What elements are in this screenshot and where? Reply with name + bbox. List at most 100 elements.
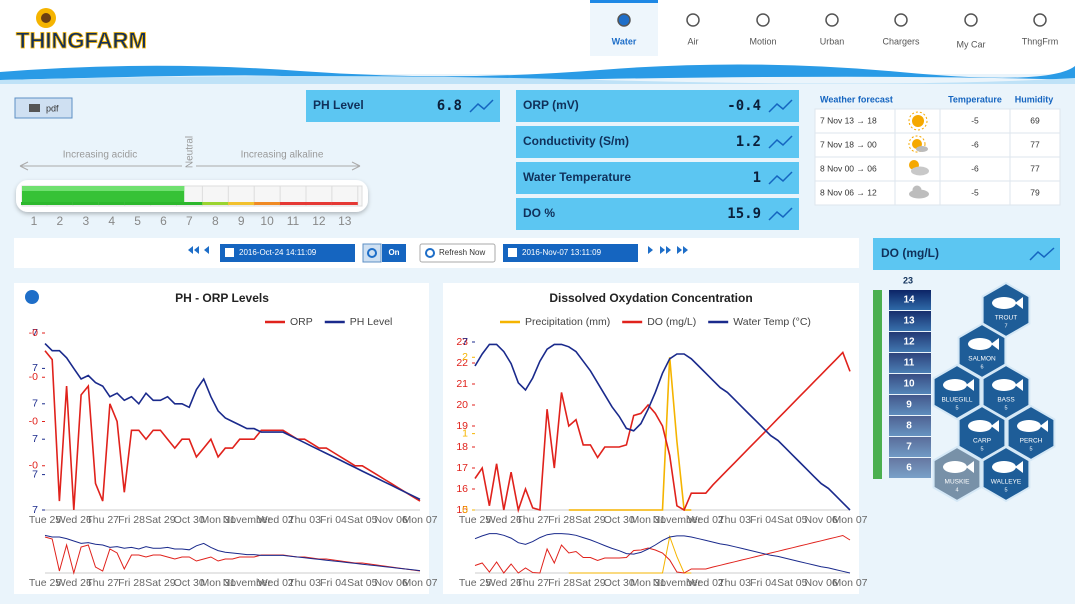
y-tick-label: 16 (456, 483, 468, 495)
prev-buttons[interactable] (188, 246, 209, 254)
nav-item[interactable]: My Car (957, 13, 986, 49)
toggle-bg (382, 244, 406, 262)
fish-tail (1015, 297, 1023, 309)
x-tick-label: Wed 26 (486, 577, 522, 589)
x-tick-label: Thu 03 (718, 577, 751, 589)
fish-value: 5 (955, 405, 958, 411)
chart-icon[interactable] (768, 135, 793, 149)
sun-rays (908, 135, 926, 153)
alkaline-arrow (196, 161, 361, 171)
logo[interactable]: THINGFARM (16, 8, 147, 53)
do-level-label: 12 (903, 337, 915, 348)
weather-humidity: 77 (1030, 163, 1040, 173)
y-tick-label: 7 (32, 398, 38, 410)
cloud-icon (912, 185, 922, 195)
nav-item[interactable]: Urban (820, 13, 845, 46)
x-tick-label: Tue 25 (459, 514, 491, 526)
gauge-color-strip (228, 202, 255, 205)
metric-bg (516, 126, 799, 158)
nav-label: ThngFrm (1022, 36, 1059, 46)
nav-label: Motion (749, 36, 776, 46)
series-line (474, 351, 851, 514)
legend-label: ORP (290, 316, 313, 328)
x-tick-label: Thu 03 (288, 514, 321, 526)
do-level-cell (889, 458, 931, 478)
fish-icon (943, 461, 967, 473)
do-level-label: 6 (906, 463, 912, 474)
acidic-label: Increasing acidic (63, 150, 137, 161)
printer-icon (29, 104, 40, 112)
pdf-button[interactable]: pdf (14, 97, 73, 119)
chart-icon[interactable] (469, 99, 494, 113)
x-tick-label: Tue 25 (29, 577, 61, 589)
do-level-label: 8 (906, 421, 912, 432)
gauge-tick-label: 5 (134, 214, 141, 228)
weather-header: Weather forecast (820, 94, 893, 104)
nav-active-bar (590, 0, 658, 3)
x-tick-label: Mon 07 (402, 577, 437, 589)
y-tick-label: -0 (29, 415, 38, 427)
x-tick-label: Wed 26 (56, 577, 92, 589)
x-tick-label: Tue 25 (29, 514, 61, 526)
do-level-label: 9 (906, 400, 912, 411)
do-level-cell (889, 374, 931, 394)
nav-item[interactable]: Motion (749, 13, 777, 46)
nav-icon (894, 13, 908, 27)
acidic-arrow (19, 161, 182, 171)
nav-item[interactable]: ThngFrm (1022, 13, 1059, 46)
y-tick-label: 19 (456, 420, 468, 432)
controls: 2016-Oct-24 14:11:09 On Refresh Now 2016… (14, 238, 859, 268)
metric-bg (306, 90, 500, 122)
header-wave (0, 64, 1075, 82)
chart-icon[interactable] (768, 171, 793, 185)
gauge-tick-label: 2 (57, 214, 64, 228)
x-tick-label: Wed 02 (688, 514, 724, 526)
gauge-color-strip (202, 202, 229, 205)
metric-value: -0.4 (727, 98, 761, 114)
chart-title: PH - ORP Levels (175, 291, 269, 305)
from-date-bg (220, 244, 355, 262)
x-tick-label: Oct 30 (174, 577, 205, 589)
to-date[interactable]: 2016-Nov-07 13:11:09 (503, 244, 638, 262)
hex (1006, 404, 1056, 462)
refresh-button[interactable]: Refresh Now (419, 243, 496, 263)
fish-name: MUSKIE (945, 479, 971, 486)
fish-icon (968, 420, 992, 432)
logo-flower-center (41, 13, 51, 23)
gauge-color-strip (305, 202, 332, 205)
weather-humidity: 77 (1030, 139, 1040, 149)
weather-row-bg (814, 156, 1061, 182)
y-tick-label: 2 (462, 351, 468, 363)
fish-name: CARP (973, 438, 991, 445)
next-buttons[interactable] (648, 246, 688, 254)
nav-label: My Car (957, 39, 986, 49)
x-tick-label: Fri 28 (118, 514, 145, 526)
overview-line (44, 536, 421, 575)
x-tick-label: Thu 27 (86, 514, 119, 526)
x-tick-label: Mon 07 (402, 514, 437, 526)
nav-item[interactable]: Air (686, 13, 700, 46)
x-tick-label: Mon 31 (201, 577, 236, 589)
chart-icon[interactable] (768, 207, 793, 221)
y-tick-label: 20 (456, 399, 468, 411)
weather-period: 8 Nov 06 → 12 (820, 187, 877, 197)
x-tick-label: Nov 06 (805, 577, 838, 589)
metric-label: PH Level (313, 98, 364, 112)
do-level-label: 7 (906, 442, 912, 453)
nav-item[interactable]: Chargers (882, 13, 920, 46)
from-date[interactable]: 2016-Oct-24 14:11:09 (220, 244, 355, 262)
x-tick-label: Oct 30 (604, 514, 635, 526)
nav-item[interactable]: Water (590, 0, 658, 56)
metric-value: 1.2 (736, 134, 761, 150)
weather-row-bg (814, 180, 1061, 206)
chart-icon[interactable] (768, 99, 793, 113)
gauge-tick-label: 1 (31, 214, 38, 228)
chart-icon[interactable] (1029, 247, 1055, 261)
toggle[interactable]: On (362, 243, 406, 263)
do-max: 23 (903, 275, 913, 285)
header-wave-light (0, 76, 1075, 84)
gauge-color-strip (331, 202, 358, 205)
y-tick-label: 18 (456, 441, 468, 453)
